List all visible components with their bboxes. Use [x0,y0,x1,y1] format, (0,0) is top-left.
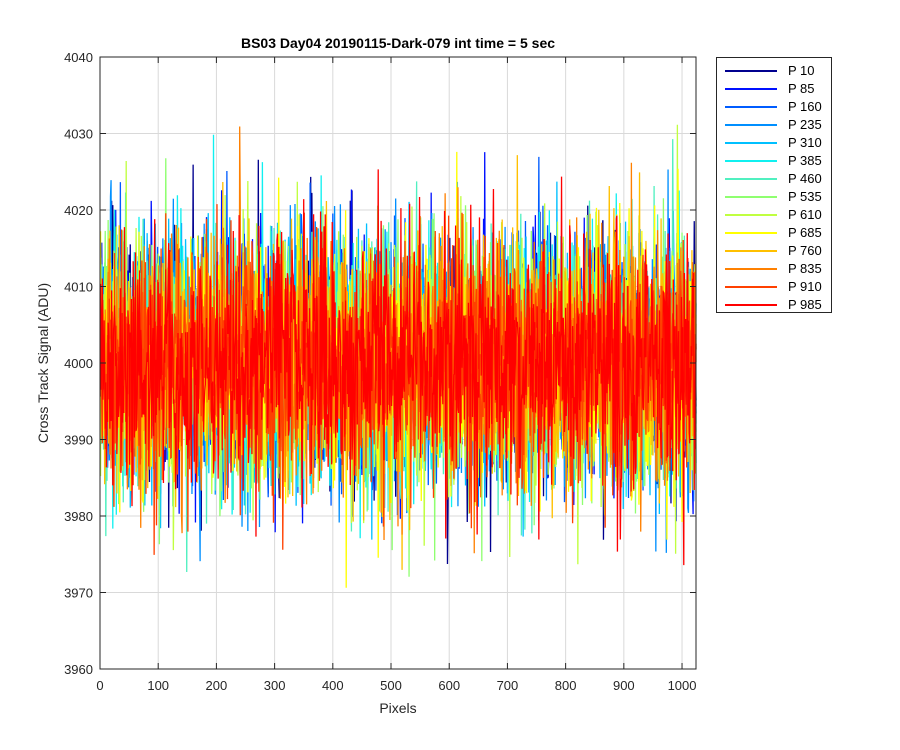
chart-title: BS03 Day04 20190115-Dark-079 int time = … [241,35,555,51]
legend-item: P 835 [717,260,831,278]
legend-label: P 910 [788,279,822,294]
legend-item: P 235 [717,116,831,134]
x-tick-label: 300 [264,678,286,693]
legend-item: P 10 [717,62,831,80]
legend-item: P 910 [717,278,831,296]
x-tick-label: 700 [497,678,519,693]
legend-item: P 460 [717,170,831,188]
y-axis-label: Cross Track Signal (ADU) [35,283,51,443]
legend-item: P 610 [717,206,831,224]
legend-item: P 535 [717,188,831,206]
legend-swatch [725,160,777,162]
legend-swatch [725,232,777,234]
legend-label: P 10 [788,63,815,78]
y-tick-label: 4000 [64,356,93,371]
legend-swatch [725,286,777,288]
x-tick-label: 0 [96,678,103,693]
y-tick-label: 3970 [64,586,93,601]
legend-swatch [725,214,777,216]
legend-label: P 985 [788,297,822,312]
legend-label: P 760 [788,243,822,258]
x-tick-label: 100 [147,678,169,693]
legend-item: P 985 [717,296,831,314]
legend-label: P 85 [788,81,815,96]
y-tick-label: 3960 [64,662,93,677]
series-lines [99,124,697,588]
legend-label: P 610 [788,207,822,222]
legend-label: P 835 [788,261,822,276]
legend-swatch [725,250,777,252]
legend-item: P 160 [717,98,831,116]
y-tick-label: 4010 [64,280,93,295]
y-tick-label: 3990 [64,433,93,448]
x-tick-label: 200 [206,678,228,693]
x-axis-label: Pixels [379,700,416,716]
legend-swatch [725,304,777,306]
x-tick-label: 500 [380,678,402,693]
legend-swatch [725,268,777,270]
legend-label: P 535 [788,189,822,204]
legend-label: P 685 [788,225,822,240]
y-tick-label: 4040 [64,50,93,65]
legend-item: P 385 [717,152,831,170]
legend-swatch [725,178,777,180]
legend-item: P 685 [717,224,831,242]
legend-swatch [725,106,777,108]
legend-swatch [725,142,777,144]
x-tick-label: 800 [555,678,577,693]
legend-label: P 235 [788,117,822,132]
legend-label: P 310 [788,135,822,150]
legend: P 10 P 85 P 160 P 235 P 310 P 385 P 460 P 535 P … [716,57,832,313]
y-tick-label: 4020 [64,203,93,218]
legend-item: P 310 [717,134,831,152]
series-line-p-985 [99,169,697,566]
legend-swatch [725,124,777,126]
legend-swatch [725,88,777,90]
axis-ticks: 0 100 200 300 400 500 600 700 800 900 1000 3960 3970… [64,50,696,693]
x-tick-label: 900 [613,678,635,693]
x-tick-label: 1000 [668,678,697,693]
legend-swatch [725,196,777,198]
y-tick-label: 3980 [64,509,93,524]
legend-label: P 385 [788,153,822,168]
y-tick-label: 4030 [64,127,93,142]
legend-label: P 460 [788,171,822,186]
legend-swatch [725,70,777,72]
legend-label: P 160 [788,99,822,114]
x-tick-label: 400 [322,678,344,693]
x-tick-label: 600 [438,678,460,693]
legend-item: P 760 [717,242,831,260]
legend-item: P 85 [717,80,831,98]
